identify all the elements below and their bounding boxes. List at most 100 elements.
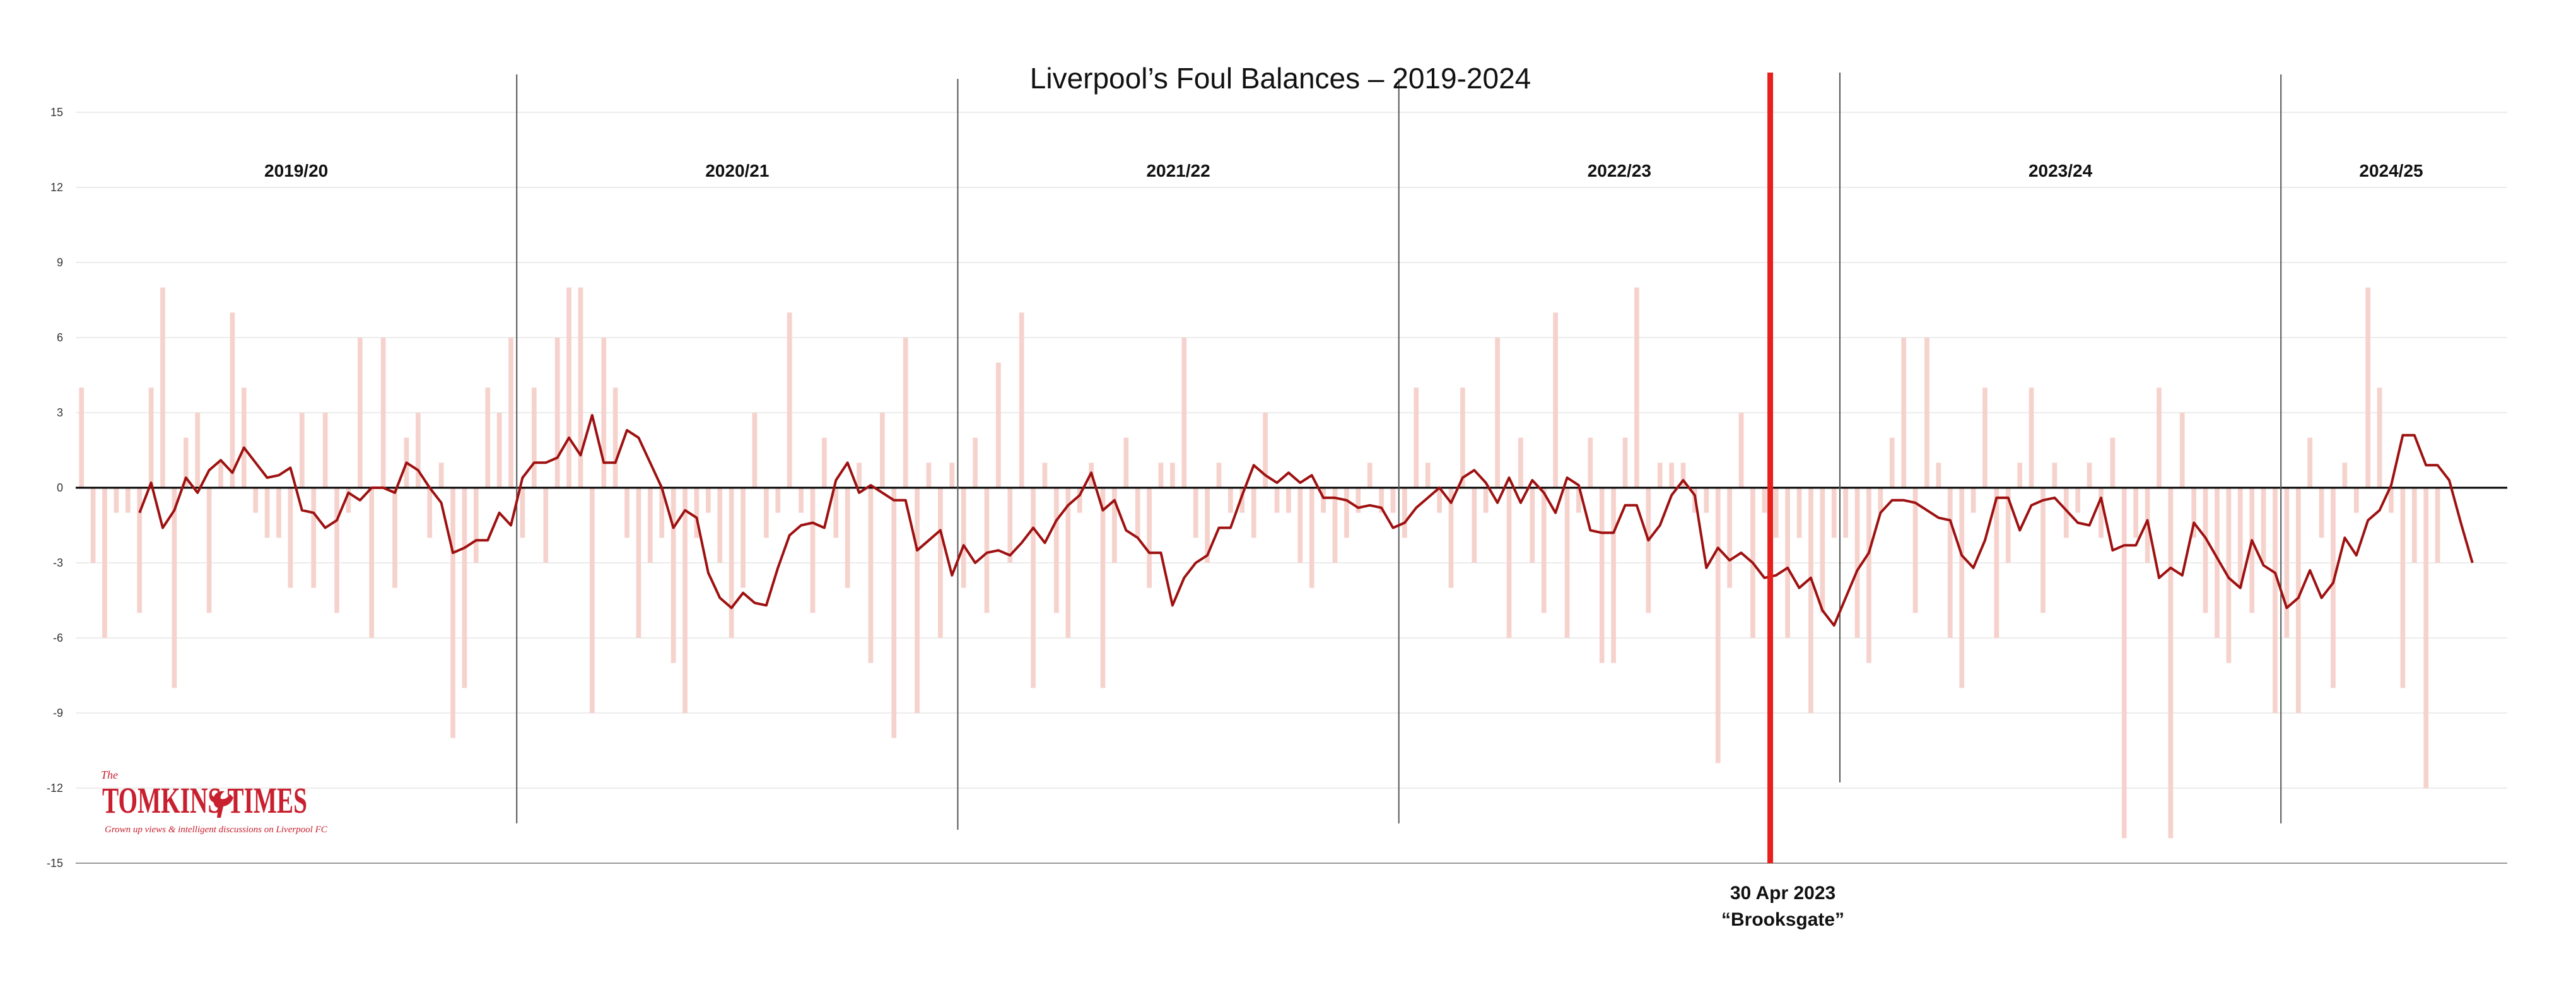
bar (1982, 387, 1988, 488)
bar (1158, 463, 1164, 488)
bar (2435, 488, 2440, 563)
bar (2400, 488, 2406, 688)
bar (763, 488, 769, 538)
logo-name-text: TOMKINS TIMES (102, 780, 307, 821)
bar (1576, 488, 1581, 513)
bar (1669, 463, 1674, 488)
bar (996, 362, 1001, 488)
bar (1854, 488, 1860, 638)
bar (2052, 463, 2058, 488)
bar (1970, 488, 1976, 513)
bar (1135, 488, 1140, 538)
bar (1286, 488, 1291, 513)
bar (1065, 488, 1071, 638)
bar (1878, 488, 1883, 513)
bar (241, 387, 247, 488)
bar (195, 413, 201, 488)
y-tick-label: -3 (53, 557, 63, 569)
bar (508, 338, 513, 488)
season-label: 2022/23 (1588, 161, 1651, 180)
bar (2133, 488, 2139, 538)
bar (1541, 488, 1547, 613)
bar (787, 312, 792, 488)
bar (2121, 488, 2127, 839)
bar (1181, 338, 1187, 488)
bar (2411, 488, 2417, 563)
bar (705, 488, 711, 513)
bar (984, 488, 990, 613)
bar (1588, 437, 1593, 488)
bar (1506, 488, 1512, 638)
bar-series (79, 287, 2440, 839)
bar (2273, 488, 2278, 713)
bar (1959, 488, 1965, 688)
season-label: 2024/25 (2359, 161, 2423, 180)
bar (531, 387, 537, 488)
season-label: 2023/24 (2029, 161, 2093, 180)
bar (1414, 387, 1419, 488)
bar (1704, 488, 1709, 513)
bar (172, 488, 177, 688)
bar (2029, 387, 2034, 488)
bar (2423, 488, 2429, 788)
bar (1889, 437, 1895, 488)
bar (1263, 413, 1268, 488)
bar (137, 488, 143, 613)
bar (799, 488, 804, 513)
bar (2203, 488, 2208, 613)
bar (2365, 287, 2371, 488)
bar (554, 338, 560, 488)
bar (380, 338, 386, 488)
bar (1309, 488, 1314, 588)
liverbird-icon (213, 791, 233, 818)
bar (2110, 437, 2116, 488)
bar (1019, 312, 1024, 488)
logo-the-text: The (101, 769, 118, 781)
bar (1866, 488, 1871, 663)
bar (1762, 488, 1767, 513)
bar (578, 287, 583, 488)
bar (2319, 488, 2324, 538)
bar (1912, 488, 1918, 613)
bar (299, 413, 305, 488)
bar (1321, 488, 1326, 513)
grid-lines (76, 112, 2507, 789)
season-label: 2020/21 (705, 161, 769, 180)
bar (1634, 287, 1639, 488)
bar (2179, 413, 2185, 488)
bar (2249, 488, 2255, 613)
bar (647, 488, 653, 563)
bar (2377, 387, 2382, 488)
bar (868, 488, 874, 663)
bar (1936, 463, 1941, 488)
bar (2307, 437, 2313, 488)
bar (2261, 488, 2266, 563)
bar (102, 488, 107, 638)
bar (2168, 488, 2174, 839)
y-tick-label: 15 (50, 106, 63, 119)
bar (2295, 488, 2301, 713)
bar (1530, 488, 1535, 563)
event-date-label: 30 Apr 2023 (1730, 883, 1835, 904)
bar (1472, 488, 1477, 563)
bar (311, 488, 317, 588)
bar (1239, 488, 1245, 513)
bar (438, 463, 444, 488)
bar (427, 488, 433, 538)
bar (1495, 338, 1500, 488)
bar (346, 488, 351, 513)
bar (288, 488, 293, 588)
bar (729, 488, 734, 638)
bar (473, 488, 479, 563)
bar (1170, 463, 1175, 488)
bar (2191, 488, 2197, 538)
bar (125, 488, 131, 513)
bar (1483, 488, 1489, 513)
bar (1077, 488, 1082, 513)
bar (230, 312, 235, 488)
bar (891, 488, 897, 738)
bar (1112, 488, 1117, 563)
season-label: 2019/20 (264, 161, 328, 180)
bar (2017, 463, 2023, 488)
